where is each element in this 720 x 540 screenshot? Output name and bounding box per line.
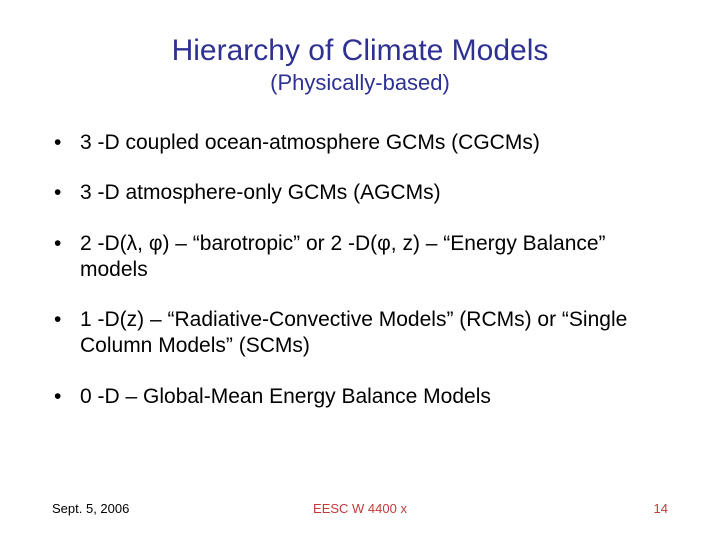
slide: Hierarchy of Climate Models (Physically-… (0, 0, 720, 540)
footer-course: EESC W 4400 x (313, 501, 407, 516)
list-item: 0 -D – Global-Mean Energy Balance Models (54, 384, 672, 410)
bullet-list: 3 -D coupled ocean-atmosphere GCMs (CGCM… (48, 130, 672, 410)
list-item: 3 -D atmosphere-only GCMs (AGCMs) (54, 180, 672, 206)
slide-footer: Sept. 5, 2006 EESC W 4400 x 14 (0, 501, 720, 516)
slide-subtitle: (Physically-based) (48, 70, 672, 96)
list-item: 1 -D(z) – “Radiative-Convective Models” … (54, 307, 672, 360)
footer-date: Sept. 5, 2006 (52, 501, 129, 516)
list-item: 2 -D(λ, φ) – “barotropic” or 2 -D(φ, z) … (54, 231, 672, 284)
slide-title: Hierarchy of Climate Models (48, 34, 672, 68)
footer-page-number: 14 (654, 501, 668, 516)
list-item: 3 -D coupled ocean-atmosphere GCMs (CGCM… (54, 130, 672, 156)
